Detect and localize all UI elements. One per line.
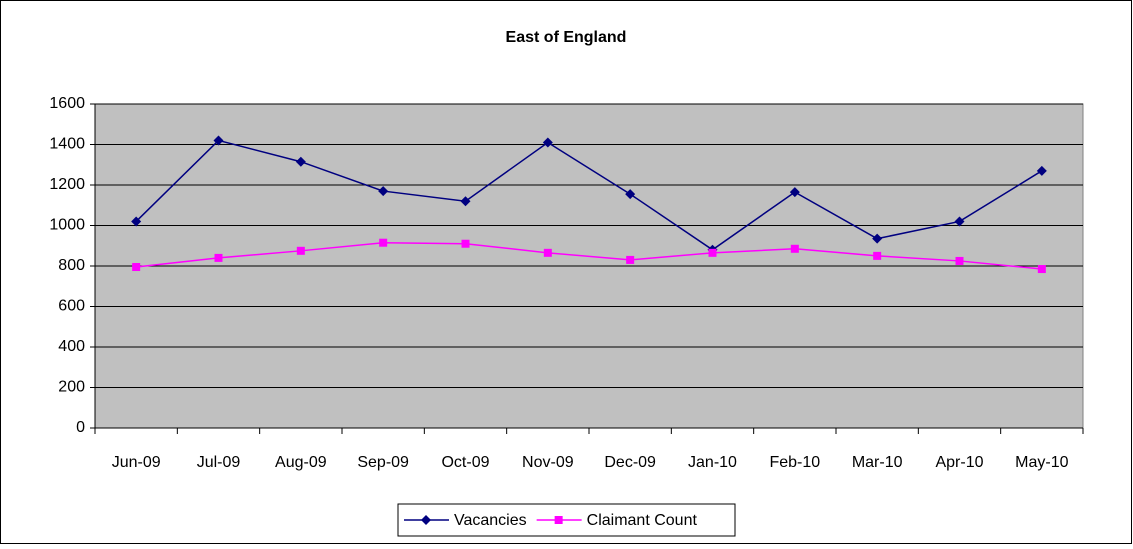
- marker: [626, 255, 635, 264]
- marker: [872, 233, 883, 244]
- x-tick-label: Sep-09: [357, 454, 409, 471]
- y-tick-label: 0: [76, 419, 85, 436]
- x-tick-label: Oct-09: [441, 454, 489, 471]
- y-tick-label: 1400: [49, 136, 85, 153]
- y-tick-label: 400: [58, 338, 85, 355]
- marker: [214, 253, 223, 262]
- marker: [543, 248, 552, 257]
- marker: [708, 248, 717, 257]
- marker: [461, 239, 470, 248]
- marker: [955, 256, 964, 265]
- marker: [296, 246, 305, 255]
- marker: [132, 263, 141, 272]
- marker: [460, 196, 471, 207]
- y-tick-label: 200: [58, 379, 85, 396]
- x-tick-label: Aug-09: [275, 454, 327, 471]
- x-tick-label: Apr-10: [935, 454, 983, 471]
- marker: [131, 216, 142, 227]
- x-tick-label: May-10: [1015, 454, 1068, 471]
- legend-label: Claimant Count: [587, 512, 698, 529]
- x-tick-label: Dec-09: [604, 454, 656, 471]
- marker: [542, 137, 553, 148]
- marker: [421, 515, 431, 525]
- marker: [1037, 265, 1046, 274]
- x-tick-label: Feb-10: [769, 454, 820, 471]
- marker: [213, 135, 224, 146]
- marker: [954, 216, 965, 227]
- marker: [625, 189, 636, 200]
- marker: [554, 516, 563, 524]
- series-line: [136, 241, 1042, 270]
- marker: [790, 244, 799, 253]
- legend-label: Vacancies: [454, 512, 527, 529]
- marker: [789, 187, 800, 198]
- y-tick-label: 800: [58, 257, 85, 274]
- y-tick-label: 1600: [49, 95, 85, 112]
- marker: [295, 156, 306, 167]
- chart-title: East of England: [506, 29, 627, 46]
- x-tick-label: Mar-10: [852, 454, 903, 471]
- y-tick-label: 600: [58, 298, 85, 315]
- x-tick-label: Jul-09: [197, 454, 241, 471]
- marker: [873, 251, 882, 260]
- x-tick-label: Jun-09: [112, 454, 161, 471]
- marker: [378, 186, 389, 197]
- marker: [1036, 165, 1047, 176]
- x-tick-label: Jan-10: [688, 454, 737, 471]
- y-tick-label: 1000: [49, 217, 85, 234]
- y-tick-label: 1200: [49, 176, 85, 193]
- x-tick-label: Nov-09: [522, 454, 574, 471]
- series-line: [135, 139, 1043, 251]
- marker: [379, 238, 388, 247]
